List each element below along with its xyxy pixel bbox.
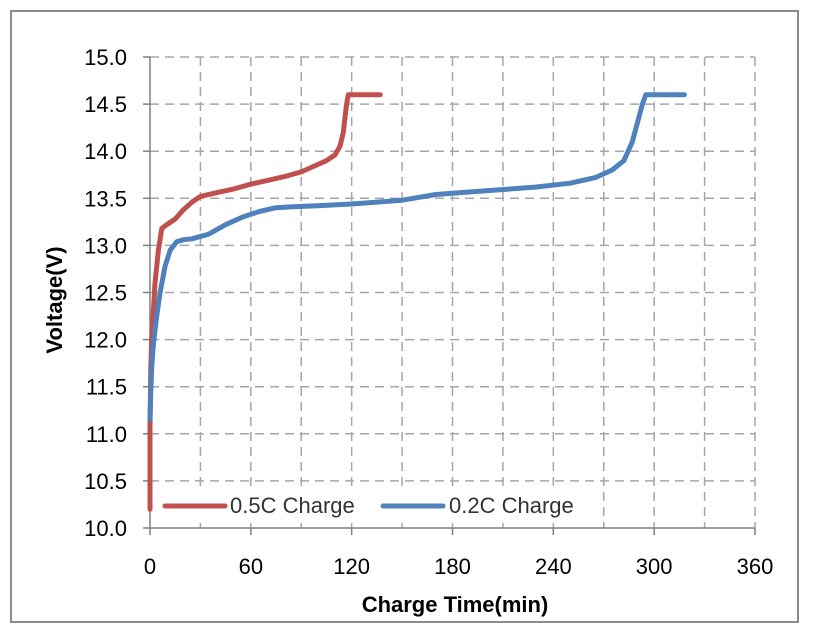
grid-lines xyxy=(150,56,756,528)
legend-label-0.5c: 0.5C Charge xyxy=(230,493,355,518)
y-tick-label: 13.0 xyxy=(84,233,127,258)
x-tick-labels: 0 60 120 180 240 300 360 xyxy=(144,554,773,579)
x-tick-label: 60 xyxy=(239,554,263,579)
x-tick-label: 120 xyxy=(333,554,370,579)
y-axis-title: Voltage(V) xyxy=(42,246,67,353)
series-line-0.5c xyxy=(147,92,383,512)
x-tick-label: 300 xyxy=(636,554,673,579)
y-tick-label: 10.0 xyxy=(84,516,127,541)
legend-label-0.2c: 0.2C Charge xyxy=(449,493,574,518)
x-tick-label: 360 xyxy=(737,554,774,579)
y-tick-label: 11.5 xyxy=(86,375,127,400)
y-tick-label: 15.0 xyxy=(84,45,127,70)
y-tick-label: 14.5 xyxy=(84,92,127,117)
y-tick-label: 13.5 xyxy=(84,186,127,211)
series-lines xyxy=(147,92,687,512)
y-tick-label: 10.5 xyxy=(84,469,127,494)
y-tick-label: 14.0 xyxy=(84,139,127,164)
x-axis-title: Charge Time(min) xyxy=(362,592,549,617)
y-tick-labels: 10.0 10.5 11.0 11.5 12.0 12.5 13.0 13.5 14.0 14.5… xyxy=(84,45,127,541)
y-tick-label: 12.0 xyxy=(84,328,127,353)
y-tick-label: 11.0 xyxy=(86,422,127,447)
x-tick-label: 180 xyxy=(434,554,471,579)
y-tick-label: 12.5 xyxy=(84,281,127,306)
legend: 0.5C Charge 0.2C Charge xyxy=(156,489,588,523)
series-line-0.2c xyxy=(147,92,687,423)
legend-background xyxy=(156,489,588,523)
x-tick-label: 240 xyxy=(535,554,572,579)
axes xyxy=(143,56,756,535)
x-tick-label: 0 xyxy=(144,554,156,579)
